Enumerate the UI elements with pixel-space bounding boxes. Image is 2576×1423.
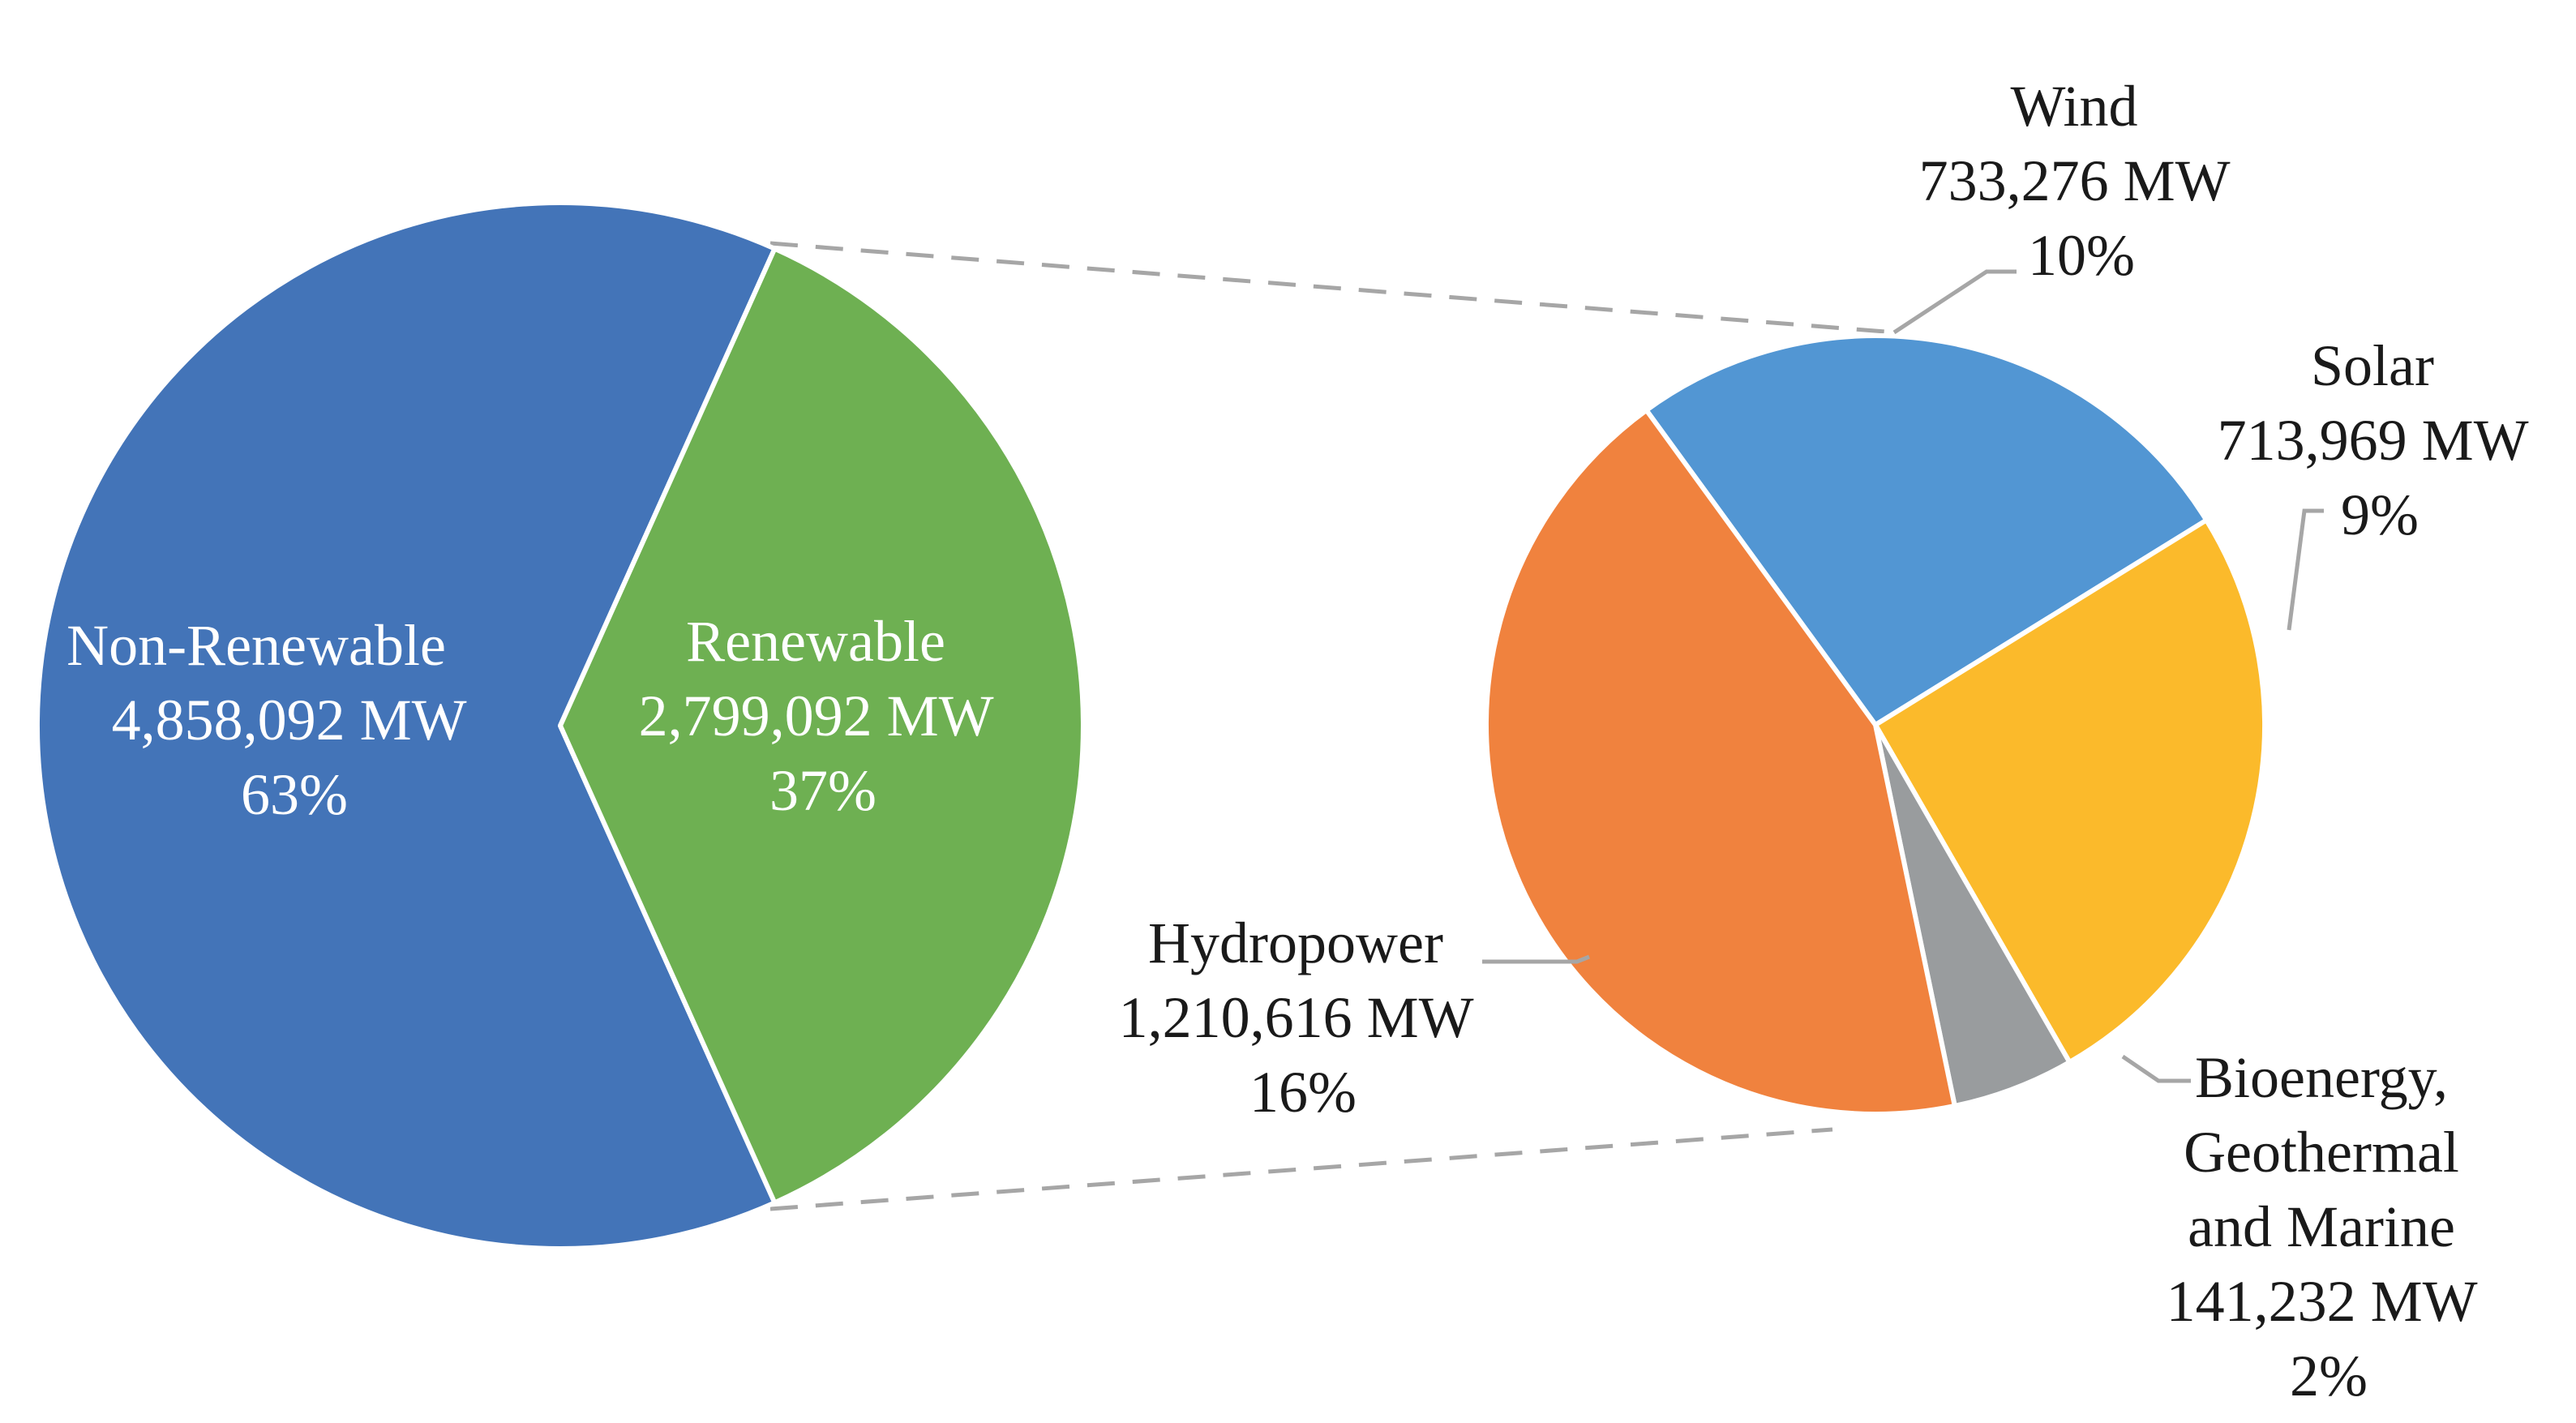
leader-line-solar — [2287, 508, 2324, 631]
connector-line-top — [769, 241, 1886, 334]
leader-line-bioenergy — [2121, 1054, 2191, 1083]
data-label-non-renewable: Non-Renewable 4,858,092 MW 63% — [66, 613, 480, 827]
pie-slice-hydropower — [1483, 407, 1957, 1117]
pie-slice-solar — [1873, 517, 2267, 1065]
data-label-bioenergy: Bioenergy, Geothermal and Marine 141,232… — [2167, 1045, 2492, 1408]
pie-slice-wind — [1644, 332, 2210, 727]
renewable-breakdown-pie — [1483, 332, 2267, 1117]
pie-slice-non-renewable — [34, 200, 778, 1251]
pie-slice-renewable — [558, 246, 1086, 1206]
data-label-renewable: Renewable 2,799,092 MW 37% — [639, 609, 1008, 823]
data-label-wind: Wind 733,276 MW 10% — [1919, 74, 2244, 288]
connector-line-bottom — [769, 1127, 1833, 1211]
leader-line-wind — [1892, 269, 2017, 335]
leader-line-hydropower — [1482, 954, 1590, 964]
data-label-solar: Solar 713,969 MW 9% — [2218, 333, 2543, 547]
main-pie — [34, 200, 1086, 1251]
data-label-hydropower: Hydropower 1,210,616 MW 16% — [1119, 911, 1488, 1125]
